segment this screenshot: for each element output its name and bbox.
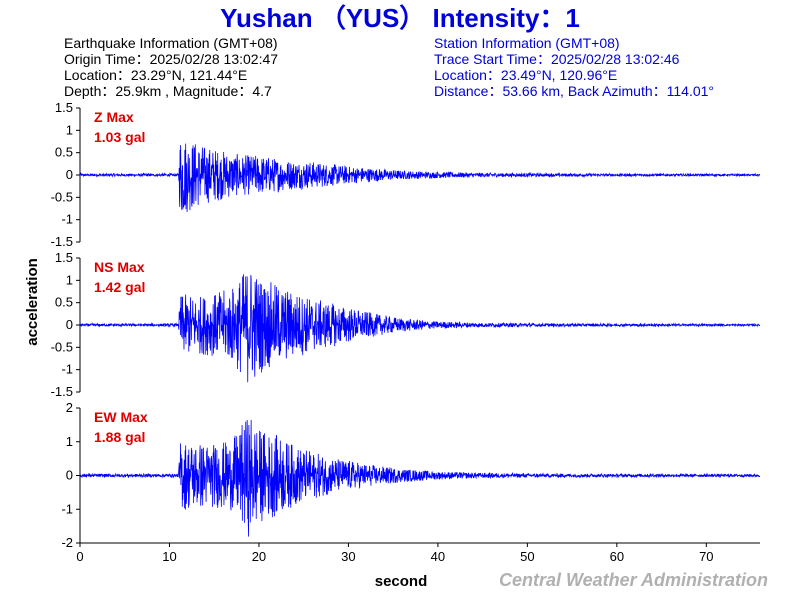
y-tick-label: -1	[61, 362, 73, 377]
x-tick-label: 10	[162, 549, 176, 564]
max-component-label: EW Max	[94, 409, 148, 425]
depth-magnitude: Depth：25.9km , Magnitude：4.7	[64, 83, 272, 99]
panel-ew: 2 1 0 -1 -2 EW Max 1.88 gal	[61, 400, 761, 550]
trace-start-time: Trace Start Time：2025/02/28 13:02:46	[434, 51, 680, 67]
earthquake-info-heading: Earthquake Information (GMT+08)	[64, 35, 278, 51]
panel-z: 1.5 1 0.5 0 -0.5 -1 -1.5 Z Max 1.03 gal	[51, 100, 761, 249]
station-info: Station Information (GMT+08) Trace Start…	[434, 35, 714, 99]
y-tick-label: 1	[66, 122, 73, 137]
y-tick-label: 0	[66, 317, 73, 332]
y-tick-label: -0.5	[51, 339, 73, 354]
station-info-heading: Station Information (GMT+08)	[434, 35, 620, 51]
y-tick-label: 0	[66, 167, 73, 182]
epicenter-location: Location：23.29°N, 121.44°E	[64, 67, 247, 83]
x-axis-title: second	[375, 573, 428, 590]
station-location: Location：23.49°N, 120.96°E	[434, 67, 617, 83]
y-tick-label: -1.5	[51, 234, 73, 249]
y-tick-label: 0.5	[55, 145, 73, 160]
y-tick-label: 1	[66, 434, 73, 449]
distance-azimuth: Distance：53.66 km, Back Azimuth：114.01°	[434, 83, 714, 99]
y-tick-label: -0.5	[51, 189, 73, 204]
y-tick-label: 1.5	[55, 100, 73, 115]
earthquake-info: Earthquake Information (GMT+08) Origin T…	[64, 35, 278, 99]
credit-text: Central Weather Administration	[499, 570, 768, 590]
y-tick-label: 1.5	[55, 250, 73, 265]
x-tick-label: 0	[76, 549, 83, 564]
max-value-label: 1.03 gal	[94, 129, 145, 145]
x-tick-label: 70	[699, 549, 713, 564]
y-tick-label: -1	[61, 212, 73, 227]
max-component-label: Z Max	[94, 109, 134, 125]
panel-ns: 1.5 1 0.5 0 -0.5 -1 -1.5 NS Max 1.42 gal	[51, 250, 761, 399]
waveform-z	[79, 143, 761, 212]
waveform-ns	[79, 274, 761, 383]
y-tick-label: 1	[66, 272, 73, 287]
x-axis: 0 10 20 30 40 50 60 70	[76, 542, 760, 564]
y-tick-label: -2	[61, 535, 73, 550]
y-tick-label: -1	[61, 501, 73, 516]
x-tick-label: 50	[520, 549, 534, 564]
origin-time: Origin Time：2025/02/28 13:02:47	[64, 51, 278, 67]
max-value-label: 1.88 gal	[94, 429, 145, 445]
x-tick-label: 40	[431, 549, 445, 564]
page-title: Yushan （YUS） Intensity：1	[220, 3, 580, 33]
y-tick-label: -1.5	[51, 384, 73, 399]
waveform-ew	[79, 419, 761, 537]
x-tick-label: 60	[610, 549, 624, 564]
x-tick-label: 30	[341, 549, 355, 564]
max-component-label: NS Max	[94, 259, 145, 275]
y-tick-label: 2	[66, 400, 73, 415]
y-tick-label: 0.5	[55, 295, 73, 310]
x-tick-label: 20	[252, 549, 266, 564]
max-value-label: 1.42 gal	[94, 279, 145, 295]
y-axis-title: acceleration	[24, 258, 41, 346]
y-tick-label: 0	[66, 468, 73, 483]
